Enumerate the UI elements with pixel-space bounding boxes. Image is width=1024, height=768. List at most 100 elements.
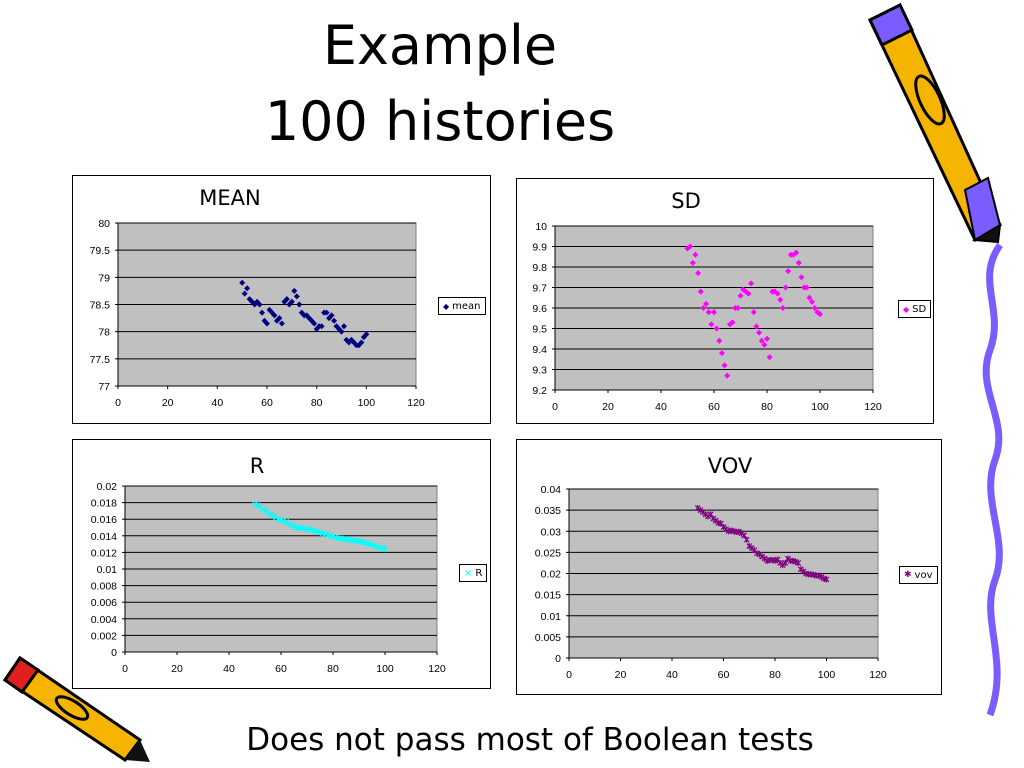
data-point — [318, 323, 325, 330]
data-point — [271, 312, 278, 319]
data-point — [818, 573, 825, 580]
y-tick-label: 10 — [535, 221, 547, 233]
x-tick-label: 0 — [552, 401, 558, 413]
x-tick-label: 40 — [223, 663, 235, 675]
data-point — [793, 249, 800, 256]
chart-r-legend-label: R — [475, 567, 483, 579]
y-tick-label: 9.2 — [532, 385, 547, 397]
x-tick-label: 80 — [311, 397, 323, 409]
data-point — [795, 559, 802, 566]
chart-r-svg: 0 0.002 0.004 0.006 0.008 0.01 0.012 0.014 0.016… — [91, 481, 446, 675]
data-point — [823, 576, 830, 583]
data-point — [259, 309, 266, 316]
chart-mean-title: MEAN — [199, 186, 261, 210]
chart-vov: 0 0.005 0.01 0.015 0.02 0.025 0.03 0.035 0.04 0 20… — [516, 439, 942, 695]
x-tick-label: 40 — [655, 401, 667, 413]
data-point — [331, 317, 338, 324]
data-point — [340, 323, 347, 330]
y-tick-label: 78 — [98, 327, 110, 339]
y-tick-label: 77 — [98, 381, 110, 393]
data-point — [724, 372, 731, 379]
data-point — [703, 300, 710, 307]
data-point — [753, 323, 760, 330]
data-point — [779, 305, 786, 311]
legend-marker-icon: ✱ — [904, 570, 912, 580]
x-tick-label: 60 — [708, 401, 720, 413]
data-point — [705, 309, 712, 316]
chart-vov-legend-label: vov — [914, 569, 933, 581]
data-point — [713, 325, 720, 332]
chart-r-title: R — [249, 454, 265, 478]
y-tick-label: 0 — [111, 647, 117, 659]
data-point — [692, 251, 699, 258]
y-tick-label: 0.005 — [535, 632, 561, 644]
data-point — [737, 292, 744, 299]
data-point — [262, 507, 269, 514]
x-tick-label: 80 — [761, 401, 773, 413]
y-tick-label: 0.014 — [91, 531, 117, 543]
data-point — [689, 259, 696, 266]
y-tick-label: 9.9 — [532, 242, 547, 254]
y-tick-label: 0.035 — [535, 505, 561, 517]
x-tick-label: 20 — [171, 663, 183, 675]
data-point — [239, 279, 246, 286]
x-tick-label: 100 — [376, 663, 394, 675]
y-tick-label: 80 — [98, 218, 110, 230]
data-point — [254, 502, 261, 509]
data-point — [817, 311, 823, 318]
data-point — [785, 268, 792, 275]
y-tick-label: 0.02 — [541, 569, 562, 581]
data-point — [716, 337, 723, 344]
data-point — [285, 520, 292, 527]
y-tick-label: 78.5 — [90, 300, 111, 312]
data-point — [296, 301, 303, 308]
y-tick-label: 0.016 — [91, 514, 117, 526]
y-tick-label: 79 — [98, 272, 110, 284]
chart-vov-svg: 0 0.005 0.01 0.015 0.02 0.025 0.03 0.035 0.04 0 20… — [535, 484, 887, 681]
data-point — [711, 309, 717, 316]
chart-sd-legend: ◆ SD — [898, 300, 932, 318]
x-tick-label: 100 — [811, 401, 829, 413]
data-point — [729, 319, 736, 326]
data-point — [278, 320, 285, 327]
chart-sd: 9.2 9.3 9.4 9.5 9.6 9.7 9.8 9.9 10 0 20 40 60 80 100 12… — [516, 178, 934, 424]
data-point — [766, 354, 773, 361]
data-point — [756, 329, 763, 336]
data-point — [750, 309, 757, 316]
y-tick-label: 0.02 — [97, 481, 118, 493]
chart-mean-legend-label: mean — [452, 300, 481, 312]
x-tick-label: 0 — [115, 397, 121, 409]
legend-marker-icon: ◆ — [903, 304, 910, 314]
data-point — [311, 320, 318, 327]
data-point — [268, 309, 275, 316]
x-tick-label: 60 — [261, 397, 273, 409]
data-point — [273, 317, 280, 324]
data-point — [697, 288, 704, 295]
y-tick-label: 0.04 — [541, 484, 562, 496]
slide-title-line1: Example — [322, 14, 558, 77]
x-tick-label: 60 — [718, 669, 730, 681]
pencil-icon-bottom-left — [2, 655, 150, 763]
y-tick-label: 9.6 — [532, 303, 547, 315]
x-tick-label: 100 — [818, 669, 836, 681]
data-point — [718, 350, 725, 357]
x-tick-label: 40 — [211, 397, 223, 409]
data-point — [809, 298, 816, 305]
data-point — [336, 325, 343, 332]
y-tick-label: 0.002 — [91, 630, 117, 642]
data-point — [326, 315, 333, 322]
data-point — [764, 335, 770, 342]
data-point — [288, 298, 295, 305]
y-tick-label: 9.3 — [532, 365, 547, 377]
data-point — [270, 512, 277, 519]
chart-vov-legend: ✱ vov — [899, 566, 938, 584]
data-point — [806, 294, 813, 301]
data-point — [695, 270, 702, 277]
data-point — [265, 509, 271, 516]
y-tick-label: 0.015 — [535, 590, 561, 602]
data-point — [782, 284, 789, 291]
data-point — [241, 290, 248, 297]
data-point — [726, 321, 733, 328]
chart-mean: 77 77.5 78 78.5 79 79.5 80 0 20 40 60 80 100 120 MEAN… — [72, 175, 491, 424]
